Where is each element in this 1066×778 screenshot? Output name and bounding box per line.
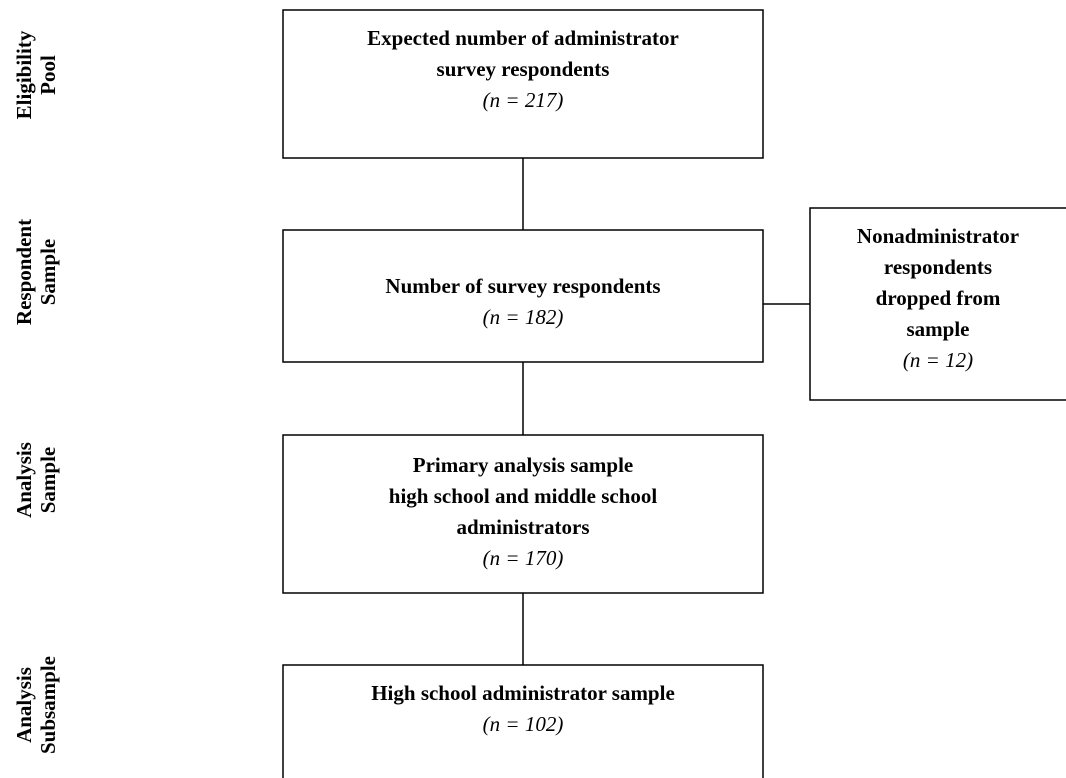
node-label: administrators	[457, 515, 590, 539]
node-count: (n = 12)	[903, 348, 973, 372]
stage-label: Eligibility	[12, 30, 36, 119]
node-label: High school administrator sample	[371, 681, 675, 705]
node-label: Primary analysis sample	[413, 453, 634, 477]
stage-label: Respondent	[12, 219, 36, 325]
stage-label: Analysis	[12, 442, 36, 518]
node-count: (n = 182)	[483, 305, 564, 329]
stage-label: Sample	[36, 239, 60, 306]
node-count: (n = 170)	[483, 546, 564, 570]
node-label: respondents	[884, 255, 992, 279]
stage-label: Analysis	[12, 667, 36, 743]
stage-label: Pool	[36, 55, 60, 95]
node-label: sample	[907, 317, 970, 341]
node-label: high school and middle school	[389, 484, 658, 508]
node-count: (n = 102)	[483, 712, 564, 736]
node-label: Nonadministrator	[857, 224, 1019, 248]
node-label: Number of survey respondents	[385, 274, 660, 298]
stage-label: Sample	[36, 447, 60, 514]
node-label: dropped from	[876, 286, 1001, 310]
node-count: (n = 217)	[483, 88, 564, 112]
stage-label: Subsample	[36, 656, 60, 754]
node-label: Expected number of administrator	[367, 26, 679, 50]
node-label: survey respondents	[437, 57, 610, 81]
